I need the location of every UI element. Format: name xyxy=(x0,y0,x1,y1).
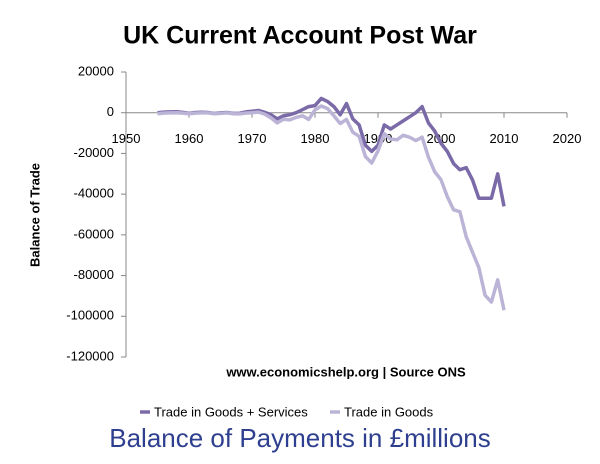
x-tick-label: 1980 xyxy=(301,131,330,146)
x-tick-label: 1970 xyxy=(238,131,267,146)
y-tick-label: -80000 xyxy=(74,267,114,282)
x-tick-label: 2010 xyxy=(490,131,519,146)
series-line xyxy=(157,104,506,311)
y-tick-label: 0 xyxy=(107,104,114,119)
x-tick-label: 2020 xyxy=(553,131,582,146)
caption: Balance of Payments in £millions xyxy=(109,423,491,453)
y-tick-label: -120000 xyxy=(66,348,114,363)
y-tick-label: 20000 xyxy=(78,63,114,78)
legend-label: Trade in Goods xyxy=(344,404,434,419)
y-tick-label: -100000 xyxy=(66,308,114,323)
source: www.economicshelp.org | Source ONS xyxy=(225,364,466,379)
y-tick-label: -60000 xyxy=(74,226,114,241)
chart-title: UK Current Account Post War xyxy=(123,22,477,50)
x-tick-label: 1960 xyxy=(175,131,204,146)
x-tick-label: 2000 xyxy=(427,131,456,146)
x-tick-label: 1950 xyxy=(112,131,141,146)
y-tick-label: -40000 xyxy=(74,186,114,201)
y-tick-label: -20000 xyxy=(74,145,114,160)
legend-label: Trade in Goods + Services xyxy=(154,404,308,419)
y-axis-title: Balance of Trade xyxy=(27,163,42,267)
